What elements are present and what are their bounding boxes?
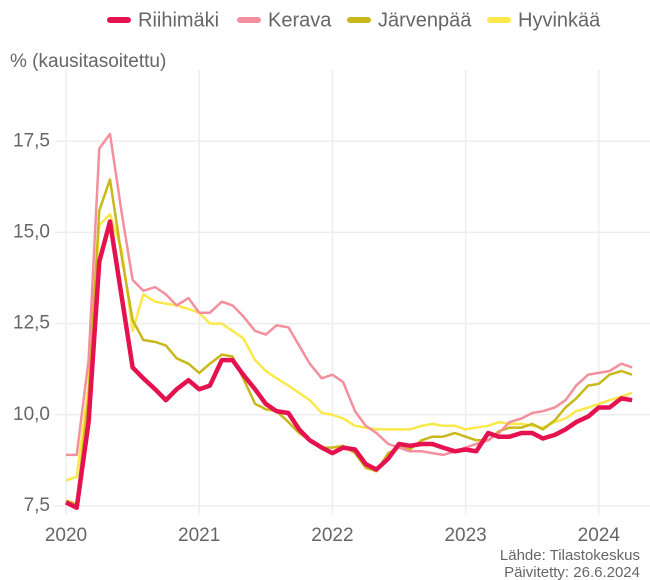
line xyxy=(64,219,633,511)
legend-label: Kerava xyxy=(268,9,332,31)
x-tick-label: 2021 xyxy=(178,525,220,546)
x-tick-label: 2020 xyxy=(45,525,87,546)
legend-label: Järvenpää xyxy=(378,9,472,31)
y-axis-label: % (kausitasoitettu) xyxy=(10,51,166,72)
legend-label: Hyvinkää xyxy=(518,9,601,31)
x-tick-label: 2023 xyxy=(444,525,486,546)
legend-label: Riihimäki xyxy=(138,9,219,31)
y-tick-label: 15,0 xyxy=(13,221,50,242)
x-tick-label: 2022 xyxy=(311,525,353,546)
x-tick-label: 2024 xyxy=(578,525,621,546)
y-tick-label: 7,5 xyxy=(24,495,50,516)
y-tick-label: 12,5 xyxy=(13,313,50,334)
y-tick-label: 10,0 xyxy=(13,404,50,425)
updated: Päivitetty: 26.6.2024 xyxy=(504,564,640,580)
line xyxy=(65,178,633,506)
source: Lähde: Tilastokeskus xyxy=(500,547,640,564)
y-tick-label: 17,5 xyxy=(13,130,50,151)
line xyxy=(65,212,633,482)
line xyxy=(66,132,633,457)
